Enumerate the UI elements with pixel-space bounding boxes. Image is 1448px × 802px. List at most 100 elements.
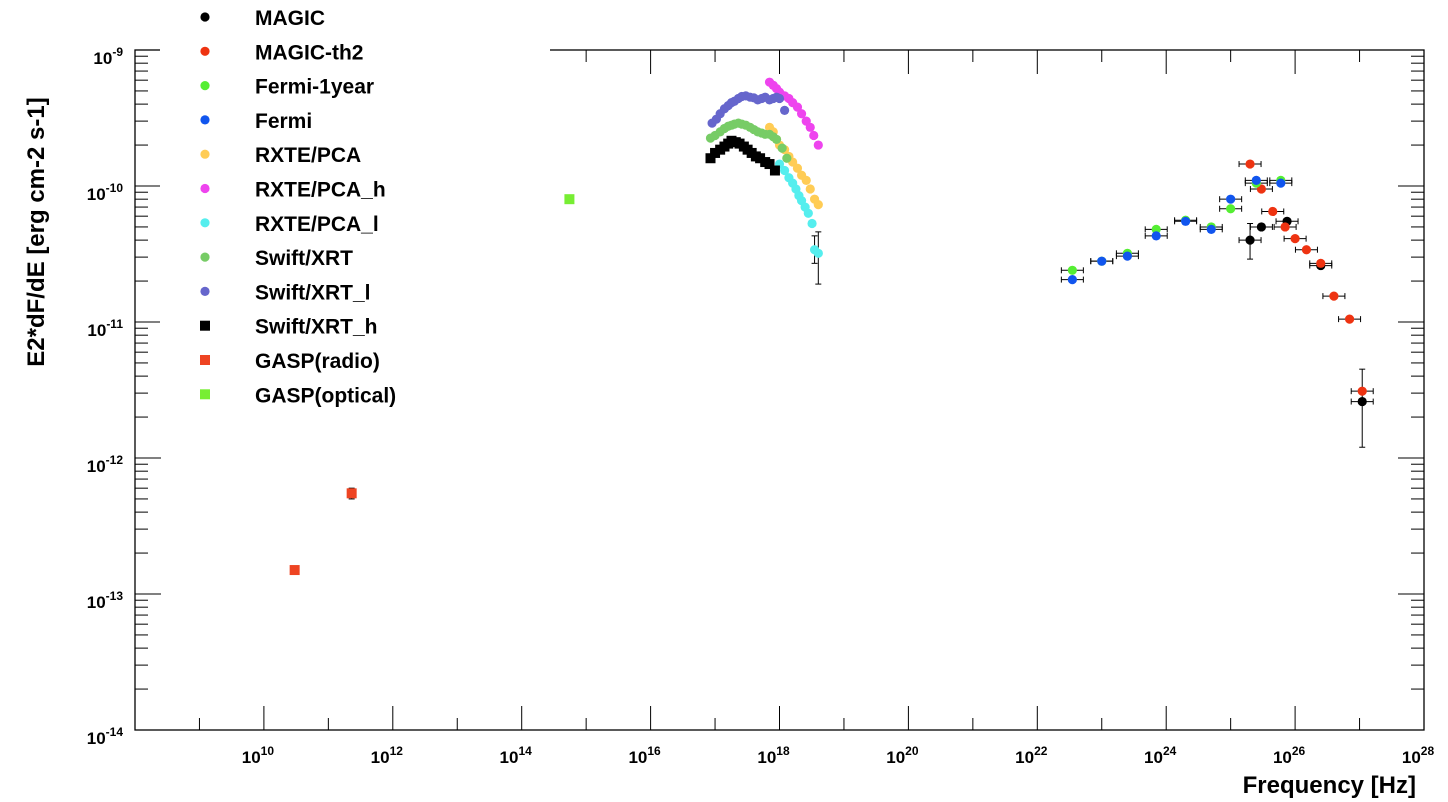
legend-item: RXTE/PCA_h — [200, 179, 386, 202]
data-point — [780, 165, 790, 176]
legend-marker — [200, 218, 210, 228]
minor-ticks — [135, 55, 1424, 690]
data-points — [289, 77, 1367, 576]
legend-label: RXTE/PCA_h — [255, 179, 386, 202]
data-point — [1151, 224, 1161, 234]
data-point — [1226, 194, 1236, 204]
legend-item: GASP(optical) — [200, 384, 396, 407]
data-point — [813, 199, 823, 210]
x-tick-label: 1010 — [242, 744, 275, 767]
data-point — [792, 102, 803, 112]
x-tick-label: 1014 — [500, 744, 533, 767]
y-axis-title: E2*dF/dE [erg cm-2 s-1] — [23, 97, 50, 366]
data-point — [1357, 386, 1367, 396]
data-point — [1151, 231, 1161, 241]
data-point — [1301, 245, 1312, 255]
data-point — [792, 163, 803, 173]
x-tick-label: 1024 — [1144, 744, 1177, 767]
x-tick-label: 1022 — [1015, 744, 1048, 767]
legend-item: Swift/XRT — [200, 247, 353, 270]
series-rxte-pca-l — [774, 159, 823, 258]
x-axis-title: Frequency [Hz] — [1243, 772, 1416, 799]
data-point — [1251, 175, 1261, 185]
data-point — [1280, 222, 1290, 232]
data-point — [803, 208, 813, 218]
data-point — [1276, 178, 1286, 188]
series-swift-xrt-h — [705, 135, 780, 176]
legend: MAGIC MAGIC-th2 Fermi-1year Fermi RXTE/PCA RX… — [200, 7, 396, 407]
data-point — [777, 143, 787, 153]
data-point — [805, 122, 815, 132]
series-gasp-optical- — [564, 194, 575, 205]
legend-marker — [200, 252, 210, 262]
data-point — [1206, 224, 1216, 234]
legend-marker — [200, 115, 210, 125]
series-gasp-radio- — [289, 488, 357, 576]
data-point — [1097, 256, 1107, 266]
data-point — [1122, 251, 1132, 261]
legend-item: Fermi — [200, 110, 312, 133]
series-magic-th2 — [1245, 159, 1367, 396]
y-tick-label: 10-10 — [87, 181, 124, 204]
legend-item: MAGIC — [200, 7, 325, 30]
y-tick-labels: 10-14 10-13 10-12 10-11 10-10 10-9 — [87, 45, 124, 748]
data-point — [705, 153, 716, 164]
legend-marker — [200, 183, 210, 194]
legend-label: RXTE/PCA — [255, 144, 361, 167]
data-point — [1245, 235, 1255, 245]
legend-label: MAGIC — [255, 7, 325, 30]
data-point — [813, 140, 823, 150]
data-point — [1329, 291, 1339, 301]
legend-item: RXTE/PCA_l — [200, 213, 379, 236]
data-point — [1067, 275, 1077, 285]
data-point — [1268, 206, 1278, 217]
data-point — [809, 130, 819, 141]
legend-marker — [200, 149, 210, 159]
x-tick-label: 1028 — [1402, 744, 1435, 767]
x-tick-label: 1016 — [628, 744, 661, 767]
data-point — [780, 105, 790, 115]
data-point — [564, 194, 575, 205]
legend-label: GASP(radio) — [255, 350, 380, 373]
legend-label: Swift/XRT_h — [255, 316, 378, 339]
legend-item: RXTE/PCA — [200, 144, 361, 167]
data-point — [1290, 234, 1300, 244]
legend-item: Swift/XRT_h — [200, 316, 378, 339]
data-point — [1226, 204, 1236, 214]
data-point — [346, 488, 357, 499]
data-point — [801, 175, 811, 185]
data-point — [1316, 258, 1326, 268]
data-point — [1245, 159, 1255, 169]
data-point — [782, 153, 792, 163]
series-swift-xrt-l — [707, 91, 790, 128]
legend-background — [160, 0, 550, 440]
x-tick-label: 1020 — [886, 744, 919, 767]
data-point — [771, 134, 782, 145]
data-point — [805, 184, 815, 194]
data-point — [769, 165, 780, 176]
legend-label: Fermi — [255, 110, 312, 133]
data-point — [1181, 216, 1191, 226]
legend-label: Swift/XRT_l — [255, 281, 371, 304]
legend-marker — [200, 12, 210, 22]
x-tick-labels: 1010 1012 1014 1016 1018 1020 1022 1024 1026 1028 — [242, 744, 1435, 767]
data-point — [796, 109, 807, 119]
x-tick-label: 1012 — [371, 744, 404, 767]
data-point — [755, 153, 766, 164]
series-fermi — [1067, 175, 1286, 285]
legend-label: Swift/XRT — [255, 247, 353, 270]
data-point — [813, 248, 823, 258]
data-point — [1256, 222, 1267, 232]
legend-marker — [200, 286, 210, 296]
legend-marker — [200, 389, 210, 400]
legend-item: Swift/XRT_l — [200, 281, 371, 304]
legend-marker — [200, 46, 210, 56]
legend-label: RXTE/PCA_l — [255, 213, 379, 236]
legend-marker — [200, 81, 210, 91]
data-point — [1344, 314, 1355, 324]
data-point — [764, 159, 775, 170]
legend-label: GASP(optical) — [255, 384, 396, 407]
y-tick-label: 10-12 — [87, 453, 124, 476]
legend-item: GASP(radio) — [200, 350, 380, 373]
